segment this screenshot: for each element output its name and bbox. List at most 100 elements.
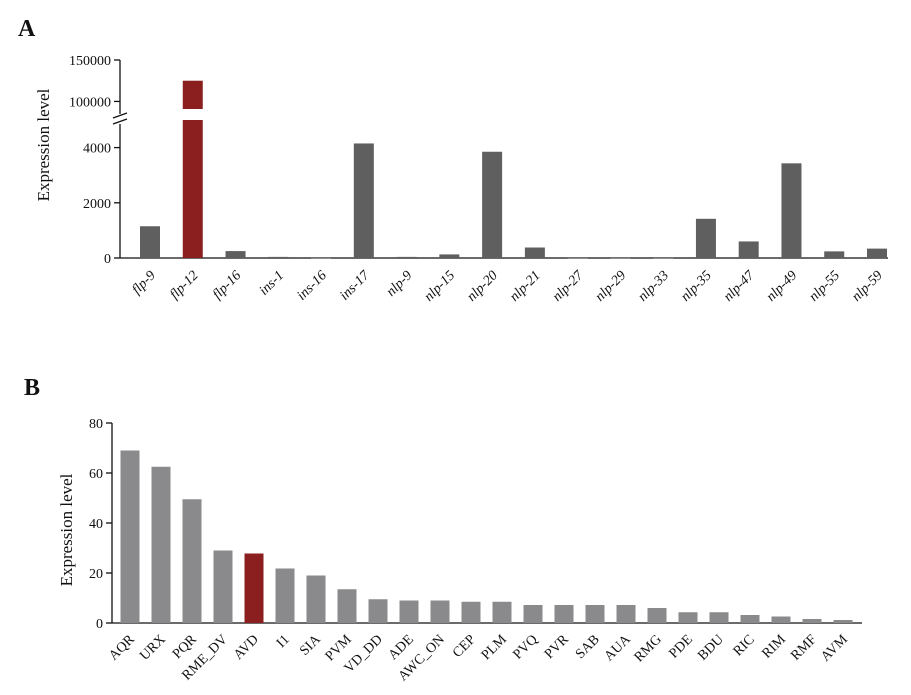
panel-b-x-tick-label: AVD	[231, 632, 262, 663]
panel-b-x-tick-label: I1	[274, 632, 293, 651]
panel-a-y-tick-label: 4000	[83, 142, 111, 157]
panel-a-bar	[311, 257, 332, 259]
panel-a-x-tick-label: nlp-33	[636, 268, 672, 304]
panel-b-bar	[616, 605, 636, 623]
panel-a: A Expression level 0 2000 4000 100000 150000…	[18, 16, 888, 305]
panel-b-x-tick-label: CEP	[450, 632, 479, 661]
panel-b-label: B	[24, 375, 40, 401]
panel-b-y-axis-label: Expression level	[57, 473, 76, 586]
panel-b-bar	[275, 568, 295, 623]
panel-a-bar	[225, 251, 246, 258]
panel-a-y-axis-label: Expression level	[34, 88, 53, 201]
panel-b-x-tick-label: PVR	[542, 632, 572, 662]
panel-a-bar	[140, 226, 160, 258]
panel-a-axes	[112, 60, 888, 259]
panel-a-y-ticks: 0 2000 4000 100000 150000	[69, 54, 120, 267]
panel-b-bar	[461, 601, 481, 623]
panel-a-x-tick-label: nlp-29	[593, 268, 629, 304]
panel-a-x-ticks: flp-9 flp-12 flp-16 ins-1 ins-16 ins-17 nlp-9 n…	[130, 268, 886, 305]
panel-a-x-tick-label: nlp-49	[764, 268, 800, 304]
panel-a-bar	[738, 241, 759, 258]
panel-b-bar	[523, 605, 543, 623]
panel-a-bar	[824, 251, 845, 258]
panel-b-y-tick-label: 80	[89, 417, 103, 432]
panel-a-x-tick-label: nlp-47	[721, 268, 758, 305]
panel-b-bars	[120, 450, 853, 623]
panel-a-axis-break-mark	[112, 118, 128, 125]
panel-b-bar	[802, 619, 822, 623]
panel-a-x-tick-label: nlp-55	[807, 268, 843, 304]
panel-b-x-tick-label: RMG	[632, 632, 665, 665]
panel-b-bar	[585, 605, 605, 623]
panel-b-x-tick-label: PVQ	[510, 632, 540, 662]
panel-b-bar	[120, 450, 140, 623]
panel-b-bar	[647, 608, 667, 623]
panel-a-bar	[439, 254, 460, 258]
panel-a-x-tick-label: flp-16	[210, 268, 244, 302]
panel-b-bar	[678, 612, 698, 623]
panel-b-bar	[306, 575, 326, 623]
panel-b-x-tick-label: RMF	[788, 632, 820, 664]
panel-b-y-tick-label: 20	[89, 567, 103, 582]
panel-b-x-tick-label: RIC	[731, 632, 758, 659]
panel-a-x-tick-label: nlp-59	[849, 268, 885, 304]
panel-b-bar	[554, 605, 574, 623]
panel-b-x-tick-label: AUA	[602, 632, 635, 665]
panel-a-bar-upper	[182, 80, 203, 109]
panel-a-x-tick-label: nlp-35	[678, 268, 714, 304]
panel-a-bar	[653, 257, 674, 259]
panel-a-bar	[396, 256, 417, 258]
panel-b-x-tick-label: RIM	[760, 632, 790, 662]
panel-a-bar	[182, 120, 203, 258]
panel-b-bar	[337, 589, 357, 623]
panel-a-y-tick-label: 100000	[69, 95, 111, 110]
panel-b-x-tick-label: AVM	[818, 632, 851, 665]
panel-a-bar	[867, 248, 887, 258]
panel-a-x-tick-label: nlp-27	[550, 268, 587, 305]
panel-b-y-ticks: 0 20 40 60 80	[89, 417, 112, 632]
panel-a-x-tick-label: nlp-21	[507, 268, 543, 304]
panel-b-bar	[430, 600, 450, 623]
panel-b-bar	[399, 600, 419, 623]
panel-a-y-tick-label: 0	[104, 252, 111, 267]
panel-a-x-tick-label: ins-17	[337, 268, 373, 304]
panel-a-x-tick-label: nlp-9	[384, 268, 416, 300]
panel-a-x-tick-label: nlp-20	[464, 268, 500, 304]
panel-a-y-tick-label: 2000	[83, 197, 111, 212]
panel-b-bar	[740, 615, 760, 623]
panel-b-bar	[213, 550, 233, 623]
panel-b-y-tick-label: 40	[89, 517, 103, 532]
panel-b-bar	[151, 466, 171, 623]
panel-a-bars	[140, 80, 887, 259]
panel-b-bar	[244, 553, 264, 623]
panel-a-bar	[524, 247, 545, 258]
panel-b-x-tick-label: PDE	[667, 632, 696, 661]
panel-a-x-tick-label: flp-9	[130, 268, 159, 297]
panel-b-x-tick-label: AQR	[106, 632, 138, 664]
panel-a-x-tick-label: flp-12	[167, 268, 201, 302]
panel-a-bar	[610, 257, 631, 259]
panel-b-bar	[709, 612, 729, 623]
panel-a-bar	[268, 256, 289, 258]
panel-a-bar	[567, 257, 588, 259]
panel-a-bar	[781, 163, 802, 258]
panel-b-x-tick-label: SIA	[297, 632, 324, 659]
panel-b-y-tick-label: 60	[89, 467, 103, 482]
panel-a-label: A	[18, 16, 36, 42]
panel-b-bar	[368, 599, 388, 623]
panel-b-x-tick-label: PLM	[479, 632, 510, 663]
panel-b-x-tick-label: SAB	[573, 632, 603, 662]
panel-a-x-tick-label: nlp-15	[422, 268, 458, 304]
panel-a-bar	[695, 218, 716, 258]
panel-b-bar	[182, 499, 202, 623]
panel-b-y-tick-label: 0	[96, 617, 103, 632]
panel-b-x-tick-label: URX	[137, 632, 169, 664]
panel-a-bar	[353, 143, 374, 258]
panel-a-bar	[482, 151, 503, 258]
panel-a-x-tick-label: ins-16	[295, 268, 330, 303]
panel-b-bar	[833, 620, 853, 623]
panel-b-bar	[492, 601, 512, 623]
